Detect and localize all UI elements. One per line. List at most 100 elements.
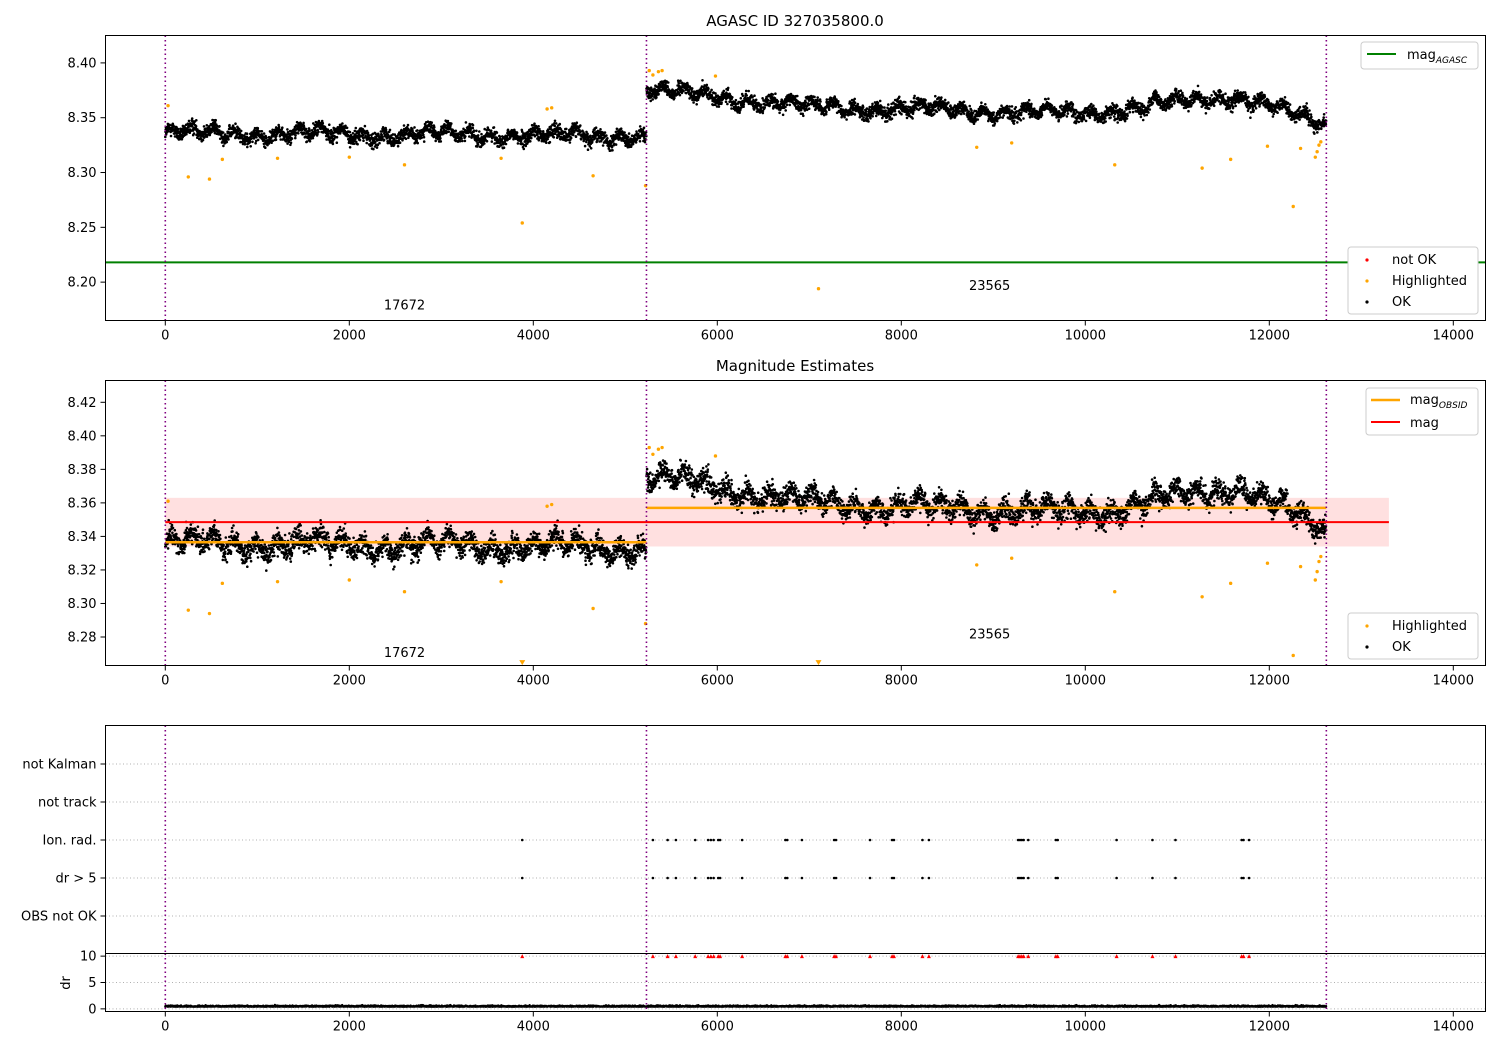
dr-clipped-point [665,954,670,959]
dr-clipped-point [740,954,745,959]
panel-dr-ytick-label: 5 [88,976,96,991]
panel-magnitude-ytick-label: 8.36 [68,496,97,511]
flag-row-label: not Kalman [22,758,96,773]
flag-point [1022,876,1025,880]
panel-agasc-ytick-label: 8.30 [68,166,97,181]
panel-magnitude-ytick-label: 8.38 [68,463,97,478]
flag-point [1115,876,1118,880]
panel-magnitude-ytick-label: 8.34 [68,530,97,545]
dr-clipped-point [1150,954,1155,959]
panel-magnitude-legend-top: magOBSID mag [1365,387,1479,436]
flag-point [740,876,744,880]
legend-highlighted-label: Highlighted [1392,274,1467,289]
dr-clipped-point [833,954,838,959]
flag-point [785,876,789,880]
panel-magnitude-xtick-label: 6000 [701,674,734,689]
dr-clipped-point [1021,954,1026,959]
panel-magnitude-highlighted-point [499,579,503,584]
panel-agasc-highlighted-point [550,106,554,110]
panel-magnitude-highlighted-point [347,578,351,582]
flag-point [666,838,669,842]
legend-ok-marker [1365,645,1369,649]
panel-dr-axes: 0 2000 4000 6000 8000 10000 12000 14000 0 5 10 [80,950,1474,1035]
panel-agasc-highlighted-point [1313,155,1318,159]
dr-clipped-point [891,954,896,959]
panel-agasc-highlighted-point [647,68,651,73]
flag-point [1115,838,1118,842]
panel-magnitude-xtick-label: 8000 [885,674,918,689]
panel-agasc-ytick-label: 8.40 [68,56,97,71]
legend-agasc-label: magAGASC [1407,48,1468,66]
flag-point [1242,838,1245,842]
panel-magnitude-highlighted-point [1291,653,1295,658]
panel-agasc-axes: 0 2000 4000 6000 8000 10000 12000 14000 8.20 8.25… [68,56,1474,343]
panel-agasc-data [105,35,1486,321]
panel-magnitude-highlighted-point [1200,595,1204,599]
flag-point [1026,876,1030,880]
flag-point [785,838,789,842]
panel-flags: not Kalman not track Ion. rad. dr > 5 OBS no… [21,725,1486,954]
flag-point [520,876,524,880]
dr-clipped-point [920,954,925,959]
panel-dr-xtick-label: 6000 [701,1020,734,1035]
flag-point [718,876,722,880]
flag-point [718,838,722,842]
panel-magnitude-highlighted-point [402,590,407,594]
panel-agasc-highlighted-point [1228,157,1233,162]
panel-dr-xtick-label: 0 [161,1020,169,1035]
panel-magnitude-ytick-label: 8.28 [68,631,97,646]
flag-point [890,876,894,880]
dr-clipped-point [1241,954,1246,959]
legend-ok-marker [1365,300,1369,304]
panel-agasc-highlighted-point [402,163,407,167]
flag-point [784,838,787,842]
flag-point [1054,838,1058,842]
flag-point [674,876,678,880]
panel-agasc-highlighted-point [220,157,225,162]
flag-point [834,838,838,842]
panel-magnitude-highlighted-point [1315,569,1319,574]
panel-agasc-highlighted-point [520,221,524,225]
flag-point [1026,838,1030,842]
panel-magnitude-ytick-label: 8.30 [68,597,97,612]
dr-clipped-point [673,954,678,959]
panel-agasc-xtick-label: 10000 [1065,329,1106,344]
flag-point [706,838,710,842]
flag-point [1174,838,1177,842]
panel-magnitude-highlighted-point [647,445,651,450]
panel-dr-xtick-label: 4000 [517,1020,550,1035]
flag-point [1174,876,1177,880]
panel-magnitude-data [164,380,1389,666]
dr-clipped-point [785,954,790,959]
flag-point [716,876,720,880]
panel-magnitude-highlighted-point [656,447,661,451]
panel-magnitude-xtick-label: 4000 [517,674,550,689]
panel-agasc-legend-bottom: not OK Highlighted OK [1347,246,1479,315]
legend-box [1347,612,1479,660]
panel-magnitude-highlighted-point [591,606,595,611]
panel-agasc-highlighted-point [1315,149,1319,154]
flag-point [674,838,678,842]
panel-agasc-xtick-label: 8000 [885,329,918,344]
panel-magnitude-highlighted-point [1228,581,1233,586]
flag-row-label: OBS not OK [21,910,97,925]
dr-clipped-point [1055,954,1060,959]
dr-clipped-point [799,954,804,959]
flag-point [921,838,924,842]
panel-agasc-ytick-label: 8.35 [68,111,97,126]
flag-point [693,838,697,842]
panel-agasc-highlighted-point [975,145,979,150]
flag-point [1016,838,1020,842]
flag-point [800,876,804,880]
flag-point [927,876,931,880]
panel-magnitude-highlighted-point [660,445,664,450]
panel-agasc-frame [105,35,1486,321]
flag-point [1240,838,1243,842]
panel-dr-xtick-label: 12000 [1249,1020,1290,1035]
dr-clipped-point [926,954,931,959]
flag-point [832,876,836,880]
panel-magnitude-highlighted-point [1319,554,1323,559]
panel-agasc-highlighted-point [347,155,351,159]
dr-clipped-point [650,954,655,959]
panel-magnitude-estimates: Magnitude Estimates 0 2000 4000 6000 8000 100… [68,357,1486,689]
